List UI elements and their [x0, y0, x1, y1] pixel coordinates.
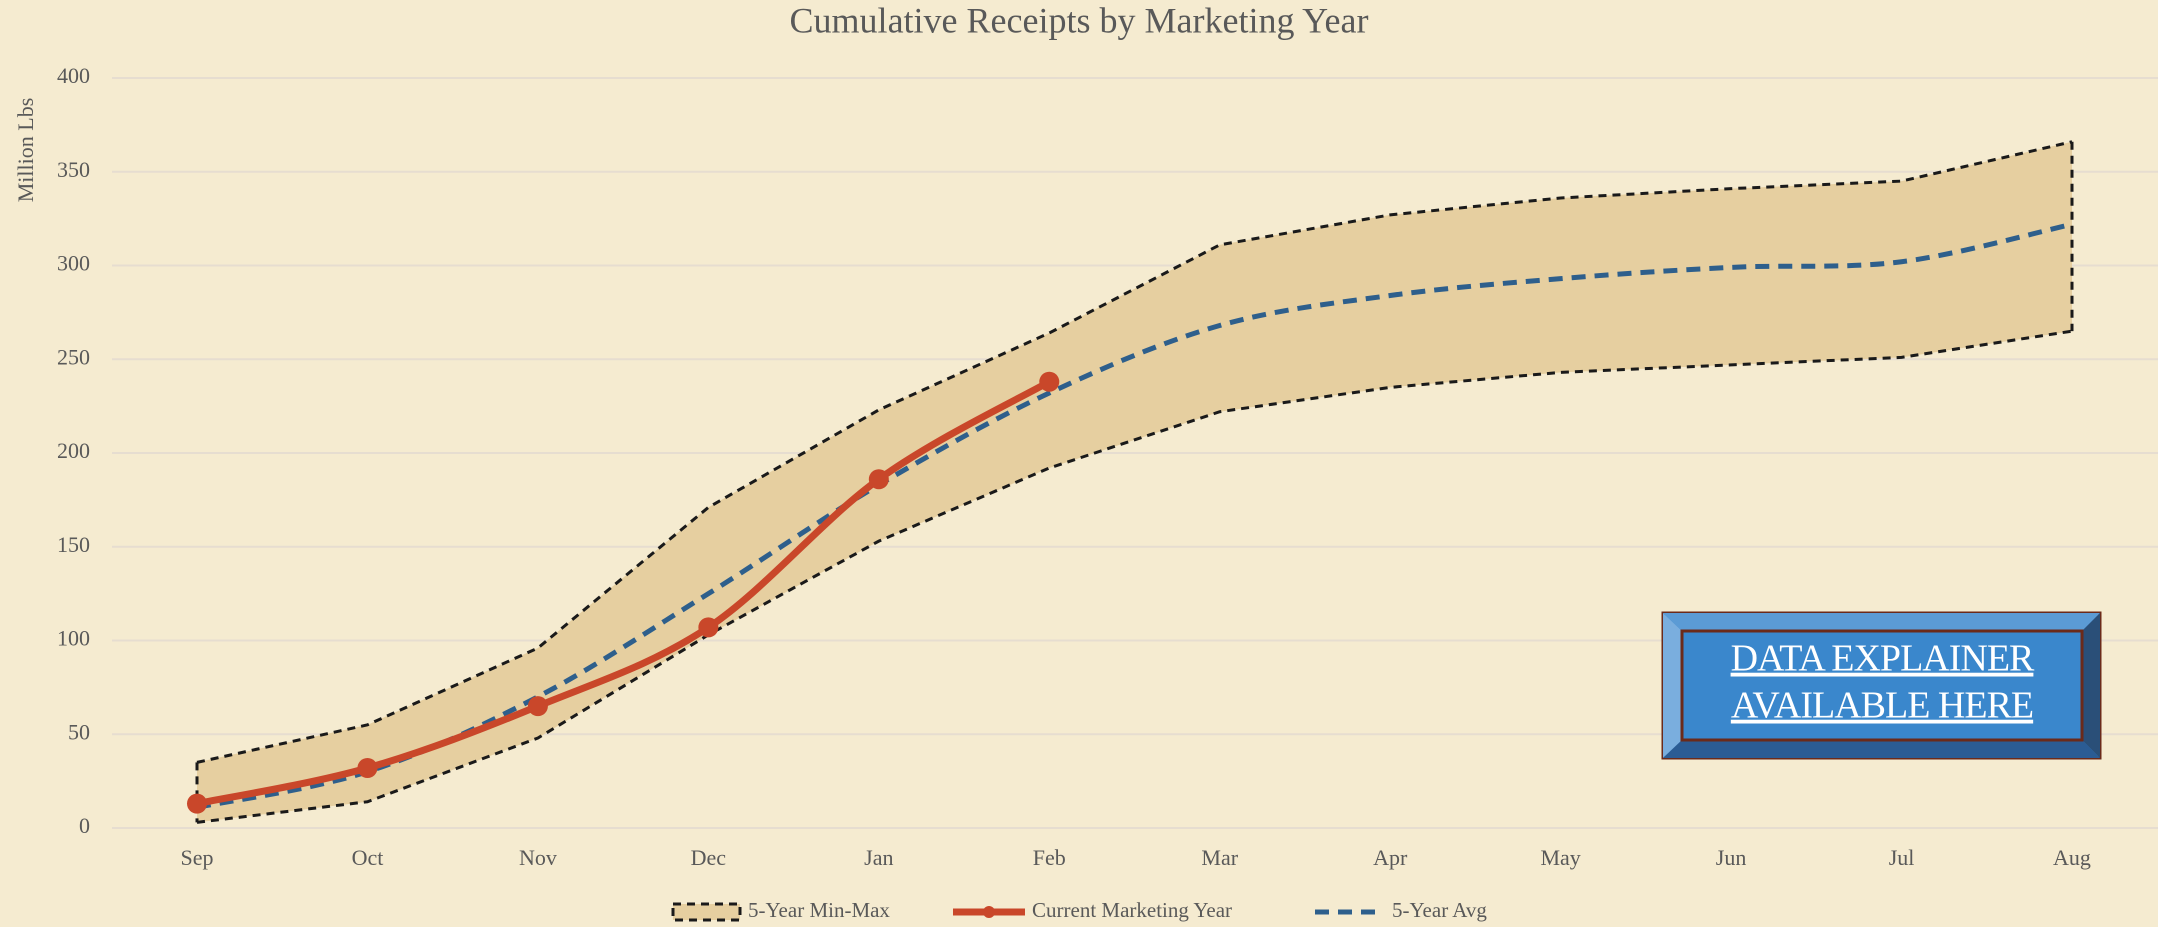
bevel	[1663, 740, 2100, 758]
x-tick-label: May	[1540, 845, 1580, 870]
legend-label: 5-Year Avg	[1392, 898, 1487, 922]
band-high	[196, 140, 2073, 764]
x-tick-label: Sep	[181, 845, 214, 870]
avg-line	[196, 221, 2073, 810]
x-tick-label: Dec	[691, 845, 727, 870]
x-tick-label: Aug	[2053, 845, 2091, 870]
chart-title: Cumulative Receipts by Marketing Year	[790, 0, 1369, 40]
legend-swatch	[983, 906, 995, 918]
data-explainer-button[interactable]: DATA EXPLAINER AVAILABLE HERE	[1661, 611, 2102, 760]
point	[868, 469, 889, 490]
point	[187, 793, 207, 814]
y-tick-label: 200	[57, 438, 90, 463]
x-tick-label: Mar	[1201, 845, 1238, 870]
point	[357, 758, 378, 778]
button-text[interactable]: AVAILABLE HERE	[1731, 685, 2034, 727]
point	[527, 696, 548, 717]
x-tick-label: Feb	[1033, 845, 1066, 870]
legend-label: Current Marketing Year	[1032, 898, 1232, 922]
legend-swatch	[671, 902, 742, 922]
legend-label: 5-Year Min-Max	[748, 898, 890, 922]
x-tick-label: Oct	[352, 845, 384, 870]
bevel	[2082, 613, 2100, 758]
x-tick-label: Jul	[1889, 845, 1915, 870]
button-face[interactable]	[1680, 629, 2084, 742]
point	[698, 617, 719, 638]
point	[1039, 371, 1060, 392]
bevel	[1663, 613, 1682, 758]
y-tick-label: 250	[57, 344, 90, 369]
x-tick-label: Nov	[519, 845, 557, 870]
y-tick-label: 50	[68, 719, 90, 744]
current-line	[196, 378, 1052, 808]
y-tick-label: 400	[57, 63, 90, 88]
x-tick-label: Jan	[864, 845, 893, 870]
y-axis-label: Million Lbs	[13, 98, 38, 203]
y-tick-label: 0	[79, 813, 90, 838]
y-tick-label: 300	[57, 251, 90, 276]
bevel	[1663, 613, 2100, 631]
x-tick-label: Apr	[1373, 845, 1408, 870]
y-tick-label: 150	[57, 532, 90, 557]
y-tick-label: 350	[57, 157, 90, 182]
band-low	[196, 329, 2073, 824]
y-tick-label: 100	[57, 626, 90, 651]
x-tick-label: Jun	[1716, 845, 1747, 870]
button-text[interactable]: DATA EXPLAINER	[1731, 638, 2036, 680]
